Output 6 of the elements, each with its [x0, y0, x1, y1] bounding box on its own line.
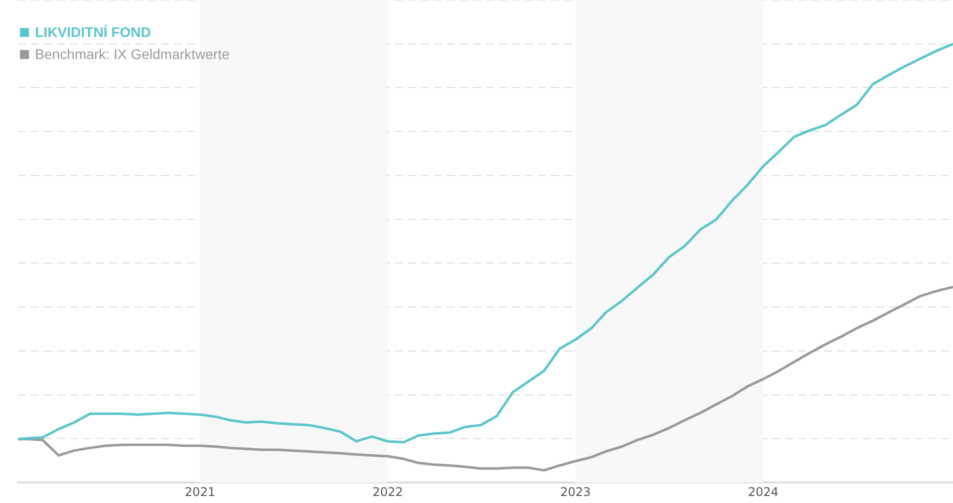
x-tick-label: 2024: [748, 484, 778, 499]
x-tick-label: 2022: [372, 484, 404, 499]
legend-label: LIKVIDITNÍ FOND: [35, 24, 151, 40]
x-tick-label: 2021: [184, 484, 216, 499]
x-tick-label: 2023: [560, 484, 591, 499]
legend-label: Benchmark: IX Geldmarktwerte: [35, 46, 230, 62]
